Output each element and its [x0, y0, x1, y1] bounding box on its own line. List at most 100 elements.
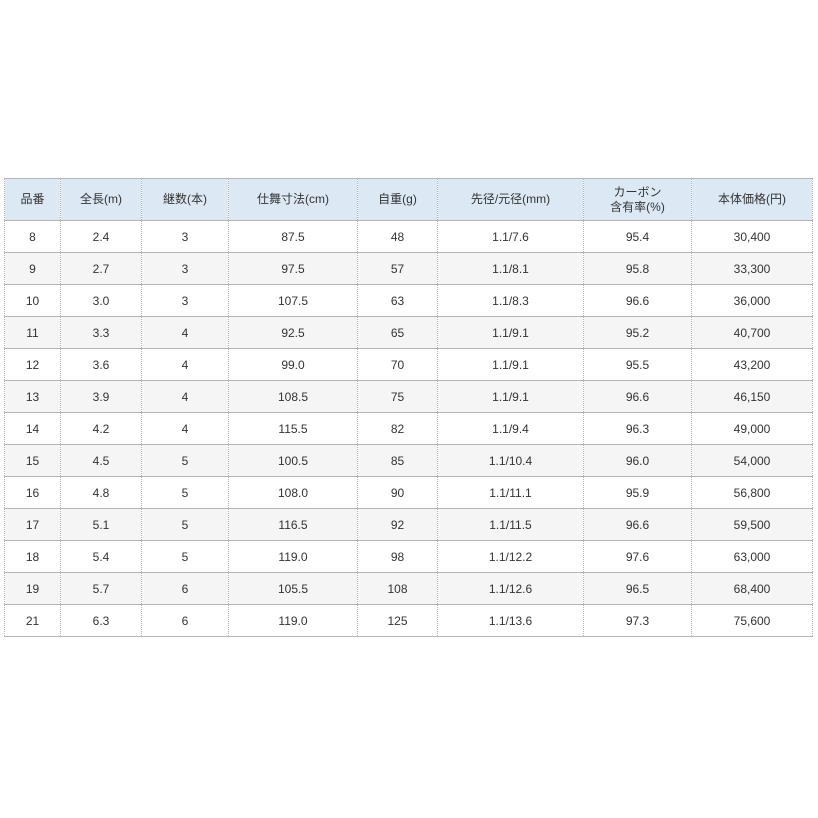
column-header-2: 継数(本) — [141, 178, 229, 221]
table-row: 19 5.7 6 105.5 108 1.1/12.6 96.5 68,400 — [4, 572, 813, 605]
table-cell: 1.1/12.2 — [437, 540, 584, 573]
table-row: 13 3.9 4 108.5 75 1.1/9.1 96.6 46,150 — [4, 380, 813, 413]
table-cell: 65 — [357, 316, 438, 349]
table-cell: 30,400 — [691, 220, 813, 253]
table-cell: 5.4 — [60, 540, 142, 573]
table-cell: 1.1/13.6 — [437, 604, 584, 637]
table-cell: 96.6 — [583, 380, 692, 413]
header-row: 品番 全長(m) 継数(本) 仕舞寸法(cm) 自重(g) 先径/元径(mm) カーボン 含… — [4, 178, 813, 221]
table-cell: 70 — [357, 348, 438, 381]
table-cell: 1.1/11.1 — [437, 476, 584, 509]
table-cell: 75,600 — [691, 604, 813, 637]
table-row: 10 3.0 3 107.5 63 1.1/8.3 96.6 36,000 — [4, 284, 813, 317]
table-row: 9 2.7 3 97.5 57 1.1/8.1 95.8 33,300 — [4, 252, 813, 285]
table-cell: 105.5 — [228, 572, 358, 605]
column-header-4: 自重(g) — [357, 178, 438, 221]
table-cell: 6.3 — [60, 604, 142, 637]
table-cell: 125 — [357, 604, 438, 637]
table-cell: 3 — [141, 252, 229, 285]
table-cell: 87.5 — [228, 220, 358, 253]
table-cell: 4 — [141, 348, 229, 381]
table-cell: 97.5 — [228, 252, 358, 285]
table-cell: 82 — [357, 412, 438, 445]
table-cell: 119.0 — [228, 604, 358, 637]
table-cell: 3.3 — [60, 316, 142, 349]
table-cell: 10 — [4, 284, 61, 317]
table-cell: 4 — [141, 412, 229, 445]
table-cell: 4.8 — [60, 476, 142, 509]
table-cell: 4.2 — [60, 412, 142, 445]
table-cell: 1.1/9.4 — [437, 412, 584, 445]
table-row: 18 5.4 5 119.0 98 1.1/12.2 97.6 63,000 — [4, 540, 813, 573]
table-cell: 5 — [141, 508, 229, 541]
table-cell: 115.5 — [228, 412, 358, 445]
table-cell: 95.8 — [583, 252, 692, 285]
table-cell: 12 — [4, 348, 61, 381]
spec-table-body: 8 2.4 3 87.5 48 1.1/7.6 95.4 30,400 9 2.7 3 97.5 57 1… — [4, 220, 813, 637]
table-row: 16 4.8 5 108.0 90 1.1/11.1 95.9 56,800 — [4, 476, 813, 509]
table-cell: 1.1/9.1 — [437, 348, 584, 381]
table-cell: 1.1/8.1 — [437, 252, 584, 285]
table-cell: 85 — [357, 444, 438, 477]
table-cell: 116.5 — [228, 508, 358, 541]
column-header-3: 仕舞寸法(cm) — [228, 178, 358, 221]
table-cell: 48 — [357, 220, 438, 253]
table-cell: 98 — [357, 540, 438, 573]
table-cell: 96.6 — [583, 508, 692, 541]
table-cell: 119.0 — [228, 540, 358, 573]
table-cell: 54,000 — [691, 444, 813, 477]
table-cell: 3 — [141, 284, 229, 317]
table-cell: 95.9 — [583, 476, 692, 509]
table-cell: 1.1/8.3 — [437, 284, 584, 317]
table-cell: 1.1/7.6 — [437, 220, 584, 253]
table-row: 8 2.4 3 87.5 48 1.1/7.6 95.4 30,400 — [4, 220, 813, 253]
table-cell: 100.5 — [228, 444, 358, 477]
table-cell: 3.0 — [60, 284, 142, 317]
table-cell: 2.4 — [60, 220, 142, 253]
table-cell: 18 — [4, 540, 61, 573]
column-header-5: 先径/元径(mm) — [437, 178, 584, 221]
table-cell: 92 — [357, 508, 438, 541]
table-cell: 90 — [357, 476, 438, 509]
table-cell: 96.5 — [583, 572, 692, 605]
spec-table-header: 品番 全長(m) 継数(本) 仕舞寸法(cm) 自重(g) 先径/元径(mm) カーボン 含… — [4, 178, 813, 221]
table-cell: 75 — [357, 380, 438, 413]
table-cell: 46,150 — [691, 380, 813, 413]
column-header-0: 品番 — [4, 178, 61, 221]
table-cell: 96.6 — [583, 284, 692, 317]
table-cell: 1.1/12.6 — [437, 572, 584, 605]
table-cell: 97.3 — [583, 604, 692, 637]
table-cell: 1.1/9.1 — [437, 316, 584, 349]
table-cell: 95.4 — [583, 220, 692, 253]
table-row: 15 4.5 5 100.5 85 1.1/10.4 96.0 54,000 — [4, 444, 813, 477]
table-cell: 6 — [141, 572, 229, 605]
table-cell: 95.2 — [583, 316, 692, 349]
table-cell: 40,700 — [691, 316, 813, 349]
table-cell: 3.9 — [60, 380, 142, 413]
table-cell: 92.5 — [228, 316, 358, 349]
table-cell: 36,000 — [691, 284, 813, 317]
table-cell: 8 — [4, 220, 61, 253]
table-cell: 97.6 — [583, 540, 692, 573]
column-header-1: 全長(m) — [60, 178, 142, 221]
table-cell: 63 — [357, 284, 438, 317]
product-spec-table: 品番 全長(m) 継数(本) 仕舞寸法(cm) 自重(g) 先径/元径(mm) カーボン 含… — [4, 178, 813, 637]
table-cell: 68,400 — [691, 572, 813, 605]
table-cell: 59,500 — [691, 508, 813, 541]
table-cell: 4 — [141, 380, 229, 413]
table-cell: 96.3 — [583, 412, 692, 445]
table-cell: 2.7 — [60, 252, 142, 285]
table-cell: 1.1/9.1 — [437, 380, 584, 413]
table-cell: 4.5 — [60, 444, 142, 477]
table-cell: 11 — [4, 316, 61, 349]
table-cell: 15 — [4, 444, 61, 477]
table-cell: 1.1/10.4 — [437, 444, 584, 477]
table-cell: 49,000 — [691, 412, 813, 445]
table-cell: 4 — [141, 316, 229, 349]
table-cell: 14 — [4, 412, 61, 445]
table-cell: 3 — [141, 220, 229, 253]
table-cell: 95.5 — [583, 348, 692, 381]
table-cell: 108.0 — [228, 476, 358, 509]
table-cell: 1.1/11.5 — [437, 508, 584, 541]
table-cell: 16 — [4, 476, 61, 509]
